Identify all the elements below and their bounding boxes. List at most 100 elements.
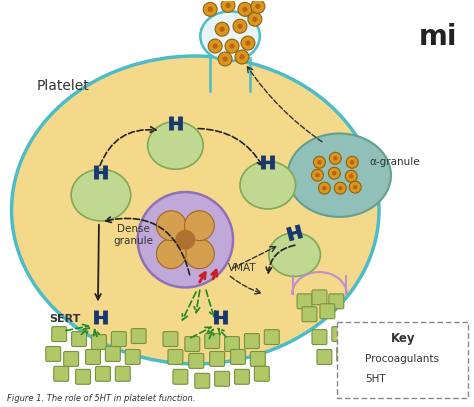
FancyBboxPatch shape — [72, 332, 87, 346]
FancyBboxPatch shape — [250, 352, 265, 366]
Ellipse shape — [200, 11, 260, 61]
Circle shape — [319, 182, 330, 194]
Text: 5HT: 5HT — [365, 374, 386, 384]
FancyBboxPatch shape — [52, 327, 67, 341]
FancyBboxPatch shape — [91, 335, 106, 350]
FancyBboxPatch shape — [320, 304, 335, 319]
Ellipse shape — [240, 161, 296, 209]
FancyBboxPatch shape — [125, 350, 140, 364]
Ellipse shape — [71, 169, 131, 221]
FancyBboxPatch shape — [54, 366, 69, 381]
Circle shape — [345, 170, 357, 182]
FancyBboxPatch shape — [317, 350, 332, 364]
Ellipse shape — [147, 122, 203, 169]
FancyBboxPatch shape — [195, 373, 210, 388]
FancyBboxPatch shape — [312, 290, 327, 305]
Ellipse shape — [137, 192, 233, 287]
Circle shape — [208, 7, 213, 12]
Text: Figure 1. The role of 5HT in platelet function.: Figure 1. The role of 5HT in platelet fu… — [7, 394, 195, 403]
FancyBboxPatch shape — [329, 294, 344, 309]
Circle shape — [212, 44, 218, 49]
Circle shape — [233, 19, 247, 33]
Circle shape — [175, 230, 195, 249]
Circle shape — [221, 0, 235, 12]
Circle shape — [238, 2, 252, 16]
Circle shape — [248, 12, 262, 26]
Circle shape — [350, 160, 355, 164]
FancyBboxPatch shape — [95, 366, 110, 381]
Circle shape — [252, 17, 257, 22]
Text: Key: Key — [391, 332, 415, 345]
Circle shape — [251, 0, 265, 13]
Text: Dense
granule: Dense granule — [114, 223, 154, 246]
Circle shape — [328, 167, 340, 179]
FancyBboxPatch shape — [235, 370, 249, 384]
Circle shape — [351, 356, 356, 361]
Circle shape — [235, 50, 249, 64]
Ellipse shape — [156, 211, 186, 241]
FancyBboxPatch shape — [85, 350, 100, 364]
FancyBboxPatch shape — [312, 330, 327, 345]
FancyBboxPatch shape — [111, 332, 126, 346]
Ellipse shape — [288, 133, 391, 217]
Circle shape — [322, 186, 327, 190]
Circle shape — [208, 39, 222, 53]
FancyBboxPatch shape — [76, 370, 91, 384]
Text: Procoagulants: Procoagulants — [365, 354, 439, 364]
Text: Platelet: Platelet — [36, 79, 89, 93]
FancyBboxPatch shape — [189, 353, 204, 368]
Ellipse shape — [184, 211, 214, 241]
Circle shape — [349, 181, 361, 193]
FancyBboxPatch shape — [332, 327, 347, 341]
Circle shape — [222, 56, 228, 61]
FancyBboxPatch shape — [297, 294, 312, 309]
FancyBboxPatch shape — [230, 350, 246, 364]
Circle shape — [353, 185, 357, 189]
FancyBboxPatch shape — [105, 346, 120, 361]
FancyBboxPatch shape — [345, 370, 362, 387]
Ellipse shape — [11, 56, 379, 364]
Ellipse shape — [269, 233, 320, 276]
Circle shape — [346, 352, 360, 366]
FancyBboxPatch shape — [255, 366, 269, 381]
Circle shape — [226, 3, 231, 8]
Circle shape — [218, 52, 232, 66]
FancyBboxPatch shape — [337, 346, 352, 361]
Text: mi: mi — [419, 23, 457, 51]
Text: SERT: SERT — [49, 314, 81, 324]
Circle shape — [315, 173, 319, 177]
FancyBboxPatch shape — [337, 322, 468, 398]
FancyBboxPatch shape — [352, 330, 366, 345]
Circle shape — [203, 2, 217, 16]
Circle shape — [225, 39, 239, 53]
Circle shape — [338, 186, 343, 190]
FancyBboxPatch shape — [185, 337, 200, 352]
Circle shape — [349, 174, 354, 178]
Circle shape — [346, 156, 358, 168]
Circle shape — [239, 55, 245, 60]
Circle shape — [255, 4, 261, 9]
Circle shape — [332, 171, 337, 175]
Circle shape — [317, 160, 322, 164]
FancyBboxPatch shape — [264, 330, 279, 345]
FancyBboxPatch shape — [64, 352, 79, 366]
Text: α-granule: α-granule — [369, 157, 419, 167]
Circle shape — [334, 182, 346, 194]
Circle shape — [333, 156, 337, 161]
Circle shape — [215, 22, 229, 36]
Circle shape — [237, 24, 243, 29]
Circle shape — [242, 7, 247, 12]
FancyBboxPatch shape — [210, 352, 225, 366]
Circle shape — [329, 152, 341, 164]
FancyBboxPatch shape — [302, 307, 317, 322]
FancyBboxPatch shape — [46, 346, 61, 361]
FancyBboxPatch shape — [215, 371, 229, 386]
Circle shape — [229, 44, 235, 49]
FancyBboxPatch shape — [225, 337, 239, 352]
FancyBboxPatch shape — [115, 366, 130, 381]
Circle shape — [313, 156, 325, 168]
FancyBboxPatch shape — [173, 370, 188, 384]
Ellipse shape — [184, 239, 214, 269]
Circle shape — [219, 26, 225, 32]
Circle shape — [245, 40, 251, 46]
